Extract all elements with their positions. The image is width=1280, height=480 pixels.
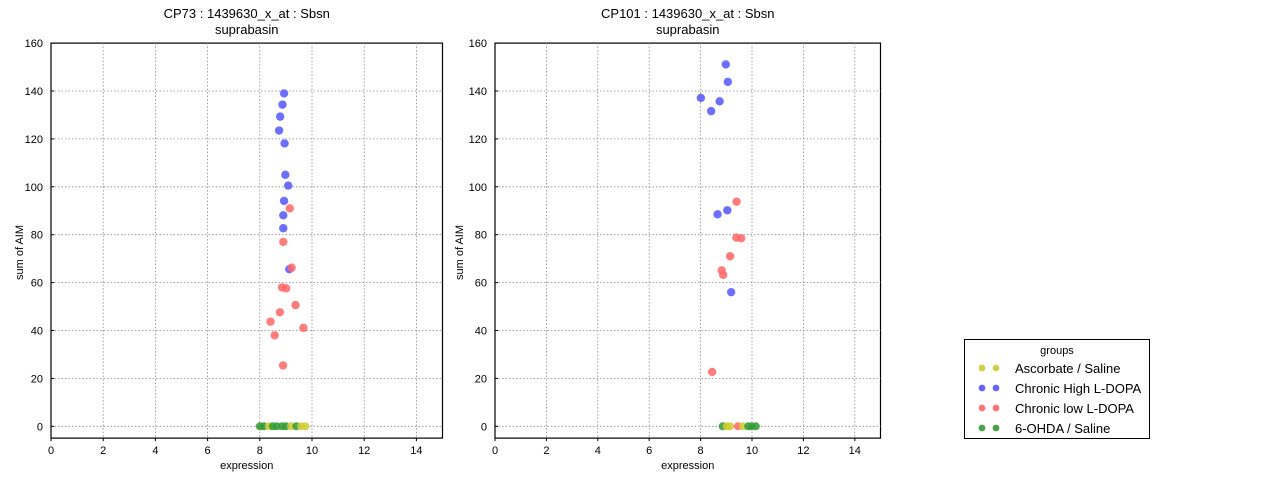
svg-text:100: 100: [469, 182, 487, 194]
svg-text:80: 80: [475, 230, 487, 242]
svg-text:4: 4: [152, 445, 158, 457]
svg-text:140: 140: [469, 86, 487, 98]
svg-text:40: 40: [475, 326, 487, 338]
svg-text:6: 6: [646, 445, 652, 457]
svg-text:10: 10: [746, 445, 758, 457]
svg-text:0: 0: [492, 445, 498, 457]
svg-text:4: 4: [595, 445, 601, 457]
svg-text:14: 14: [410, 445, 422, 457]
svg-text:120: 120: [469, 134, 487, 146]
svg-text:120: 120: [25, 134, 43, 146]
svg-text:100: 100: [25, 182, 43, 194]
svg-text:6: 6: [205, 445, 211, 457]
svg-text:8: 8: [257, 445, 263, 457]
svg-text:80: 80: [31, 230, 43, 242]
svg-text:12: 12: [797, 445, 809, 457]
svg-text:0: 0: [48, 445, 54, 457]
svg-text:60: 60: [475, 278, 487, 290]
svg-text:12: 12: [358, 445, 370, 457]
svg-text:0: 0: [481, 421, 487, 433]
svg-text:14: 14: [849, 445, 861, 457]
svg-text:160: 160: [469, 38, 487, 50]
svg-text:160: 160: [25, 38, 43, 50]
svg-text:8: 8: [698, 445, 704, 457]
svg-text:20: 20: [475, 373, 487, 385]
svg-text:10: 10: [306, 445, 318, 457]
svg-text:20: 20: [31, 373, 43, 385]
svg-text:140: 140: [25, 86, 43, 98]
svg-text:2: 2: [100, 445, 106, 457]
svg-text:0: 0: [37, 421, 43, 433]
svg-text:2: 2: [543, 445, 549, 457]
svg-text:60: 60: [31, 278, 43, 290]
svg-text:40: 40: [31, 326, 43, 338]
